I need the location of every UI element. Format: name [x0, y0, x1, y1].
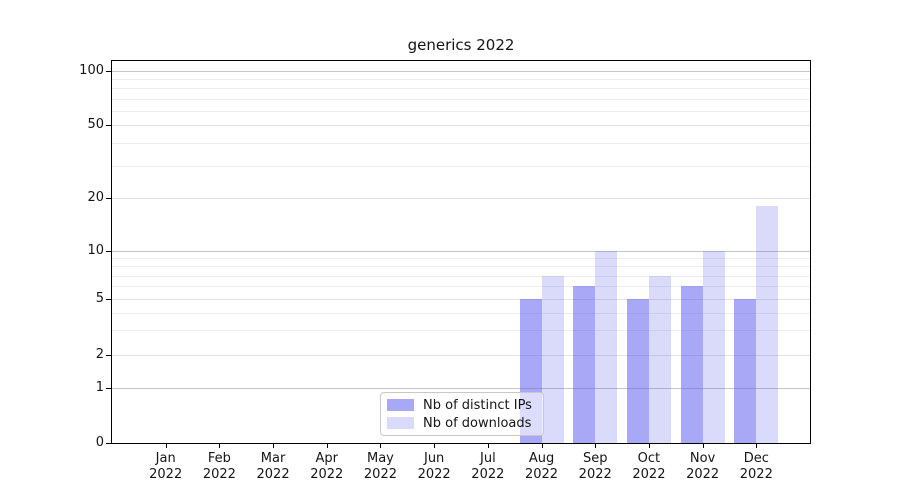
x-tick-mark	[487, 443, 489, 448]
gridline-minor	[112, 98, 810, 100]
chart-title: generics 2022	[407, 36, 515, 54]
x-tick-mark	[380, 443, 382, 448]
x-tick-mark	[648, 443, 650, 448]
y-tick-mark	[106, 71, 112, 72]
x-tick-label: Oct 2022	[632, 451, 666, 482]
x-tick-mark	[541, 443, 543, 448]
x-tick-label: May 2022	[363, 451, 397, 482]
bar-downloads	[541, 275, 564, 443]
y-tick-mark	[106, 251, 112, 252]
gridline-minor	[112, 88, 810, 90]
gridline-major	[112, 251, 810, 252]
y-tick-mark	[106, 125, 112, 126]
bar-downloads	[756, 206, 779, 443]
x-tick-label: Sep 2022	[578, 451, 612, 482]
bar-downloads	[702, 251, 725, 443]
x-tick-label: Jul 2022	[471, 451, 505, 482]
y-tick-label: 50	[87, 117, 104, 132]
gridline-minor	[112, 258, 810, 260]
x-tick-mark	[165, 443, 167, 448]
bar-downloads	[595, 251, 618, 443]
x-tick-mark	[595, 443, 597, 448]
gridline-minor	[112, 79, 810, 81]
y-tick-label: 0	[95, 435, 104, 450]
legend-swatch-downloads	[387, 417, 414, 429]
x-tick-mark	[326, 443, 328, 448]
legend-label: Nb of downloads	[423, 415, 532, 431]
gridline-major	[112, 299, 810, 300]
gridline-minor	[112, 165, 810, 167]
y-tick-label: 2	[95, 347, 104, 362]
legend: Nb of distinct IPs Nb of downloads	[380, 392, 544, 436]
gridline-minor	[112, 312, 810, 314]
gridline-major	[112, 388, 810, 389]
gridline-minor	[112, 266, 810, 268]
gridline-minor	[112, 142, 810, 144]
bar-downloads	[648, 275, 671, 443]
x-tick-mark	[219, 443, 221, 448]
y-tick-mark	[106, 299, 112, 300]
gridline-major	[112, 198, 810, 199]
x-tick-label: Jan 2022	[149, 451, 183, 482]
gridline-major	[112, 71, 810, 72]
y-tick-label: 100	[79, 63, 104, 78]
gridline-minor	[112, 286, 810, 288]
x-tick-label: Jun 2022	[417, 451, 451, 482]
x-tick-mark	[702, 443, 704, 448]
x-tick-label: Dec 2022	[739, 451, 773, 482]
y-tick-mark	[106, 355, 112, 356]
y-tick-label: 5	[95, 291, 104, 306]
gridline-major	[112, 125, 810, 126]
plot-area	[111, 60, 811, 444]
x-tick-label: Mar 2022	[256, 451, 290, 482]
x-tick-mark	[273, 443, 275, 448]
x-tick-mark	[756, 443, 758, 448]
bar-distinct-ips	[734, 299, 757, 443]
bar-distinct-ips	[626, 299, 649, 443]
gridline-minor	[112, 275, 810, 277]
legend-swatch-distinct-ips	[387, 399, 414, 411]
y-tick-label: 20	[87, 190, 104, 205]
gridline-minor	[112, 110, 810, 112]
x-tick-label: Aug 2022	[524, 451, 559, 482]
bar-distinct-ips	[573, 286, 596, 443]
bar-distinct-ips	[680, 286, 703, 443]
legend-label: Nb of distinct IPs	[423, 397, 532, 413]
y-tick-label: 10	[87, 243, 104, 258]
x-tick-label: Nov 2022	[686, 451, 720, 482]
y-tick-mark	[106, 443, 112, 444]
x-tick-mark	[434, 443, 436, 448]
y-tick-mark	[106, 388, 112, 389]
legend-entry: Nb of downloads	[387, 416, 543, 431]
y-tick-mark	[106, 198, 112, 199]
legend-entry: Nb of distinct IPs	[387, 398, 543, 413]
gridline-major	[112, 355, 810, 356]
x-tick-label: Feb 2022	[202, 451, 236, 482]
x-tick-label: Apr 2022	[310, 451, 344, 482]
y-tick-label: 1	[95, 380, 104, 395]
gridline-minor	[112, 330, 810, 332]
